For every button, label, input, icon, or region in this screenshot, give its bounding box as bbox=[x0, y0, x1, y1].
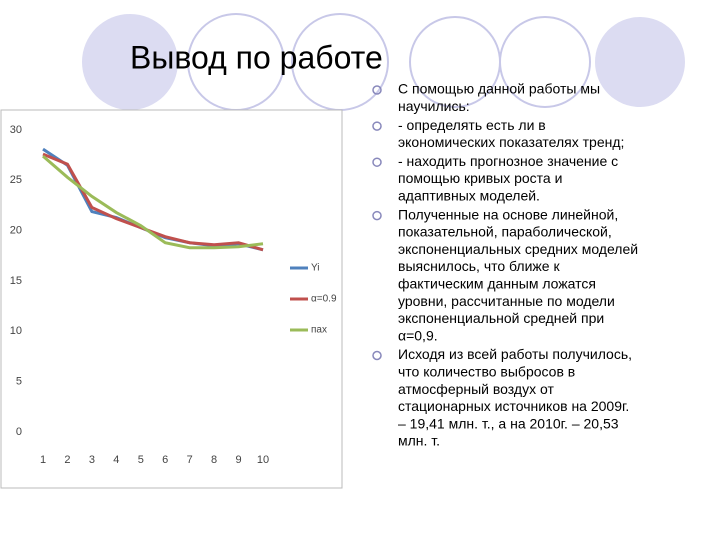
decor-circles bbox=[82, 13, 685, 111]
bullet-marker bbox=[372, 121, 382, 131]
x-tick-label: 10 bbox=[257, 454, 269, 466]
legend-label: пах bbox=[311, 325, 327, 336]
x-tick-label: 8 bbox=[211, 454, 217, 466]
bullet-text: экспоненциальных средних моделей bbox=[398, 241, 638, 257]
x-tick-label: 7 bbox=[187, 454, 193, 466]
x-tick-label: 6 bbox=[162, 454, 168, 466]
slide-title: Вывод по работе bbox=[130, 39, 383, 75]
bullet-text: млн. т. bbox=[398, 433, 440, 449]
bullet-text: что количество выбросов в bbox=[398, 364, 575, 380]
bullet-text: Полученные на основе линейной, bbox=[398, 206, 618, 222]
bullet-text: стационарных источников на 2009г. bbox=[398, 398, 629, 414]
x-tick-label: 2 bbox=[64, 454, 70, 466]
bullet-text: научились: bbox=[398, 98, 470, 114]
bullet-text: С помощью данной работы мы bbox=[398, 81, 600, 97]
bullet-text: атмосферный воздух от bbox=[398, 381, 554, 397]
bullet-text: помощью кривых роста и bbox=[398, 170, 562, 186]
y-tick-label: 5 bbox=[16, 376, 22, 388]
bullet-text: – 19,41 млн. т., а на 2010г. – 20,53 bbox=[398, 415, 619, 431]
y-tick-label: 15 bbox=[10, 275, 22, 287]
x-tick-label: 9 bbox=[235, 454, 241, 466]
chart: 0 5 10 15 20 25 30 1 2 3 4 5 6 7 8 9 10 Yi α=0.9 пах bbox=[10, 124, 337, 466]
y-tick-label: 20 bbox=[10, 225, 22, 237]
y-tick-label: 10 bbox=[10, 325, 22, 337]
x-tick-label: 4 bbox=[113, 454, 119, 466]
bullet-text: показательной, параболической, bbox=[398, 224, 612, 240]
y-tick-label: 25 bbox=[10, 174, 22, 186]
bullet-text: выяснилось, что ближе к bbox=[398, 258, 560, 274]
bullet-text: - находить прогнозное значение с bbox=[398, 153, 618, 169]
bullet-marker bbox=[372, 210, 382, 221]
x-tick-label: 1 bbox=[40, 454, 46, 466]
bullet-marker bbox=[372, 350, 382, 361]
bullet-text: адаптивных моделей. bbox=[398, 188, 540, 204]
bullet-text: - определять есть ли в bbox=[398, 117, 546, 133]
bullet-marker bbox=[372, 85, 382, 95]
x-tick-label: 5 bbox=[138, 454, 144, 466]
y-tick-label: 30 bbox=[10, 124, 22, 136]
bullet-text: α=0,9. bbox=[398, 327, 438, 343]
bullet-text: фактическим данным ложатся bbox=[398, 276, 596, 292]
legend-label: Yi bbox=[311, 263, 320, 274]
chart-frame bbox=[0, 109, 343, 489]
bullet-text: экономических показателях тренд; bbox=[398, 134, 624, 150]
legend-label: α=0.9 bbox=[311, 294, 337, 305]
series-line bbox=[42, 155, 264, 250]
y-tick-label: 0 bbox=[16, 426, 22, 438]
bullet-text: экспоненциальной средней при bbox=[398, 310, 604, 326]
bullet-text: уровни, рассчитанные по модели bbox=[398, 293, 615, 309]
bullet-text: Исходя из всей работы получилось, bbox=[398, 346, 632, 362]
bullet-marker bbox=[372, 157, 382, 167]
x-tick-label: 3 bbox=[89, 454, 95, 466]
